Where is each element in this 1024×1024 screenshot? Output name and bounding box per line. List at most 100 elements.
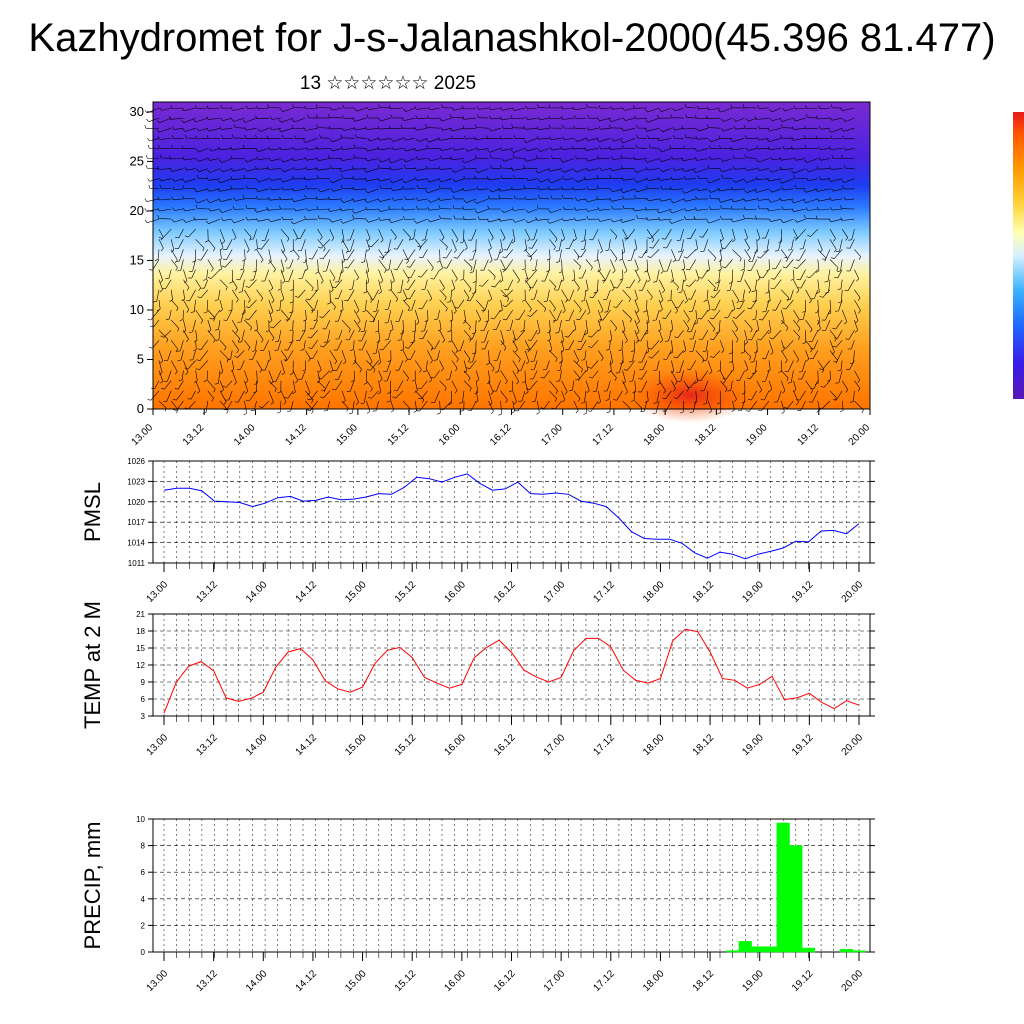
precip-bar <box>763 946 778 953</box>
precip-y-axis-label: PRECIP, mm <box>80 822 105 950</box>
cross-section-y-axis: 0 5 10 15 20 25 30 <box>130 104 153 416</box>
x-tick-label: 14.00 <box>244 968 270 994</box>
y-tick-label: 1023 <box>127 477 145 486</box>
x-tick-label: 20.00 <box>847 422 873 448</box>
x-tick-label: 13.12 <box>194 732 220 758</box>
x-tick-label: 20.00 <box>840 732 866 758</box>
precip-bar <box>726 950 740 953</box>
y-tick-label: 21 <box>136 610 145 619</box>
x-tick-label: 16.00 <box>437 422 463 448</box>
x-tick-label: 15.00 <box>335 422 361 448</box>
x-tick-label: 16.12 <box>488 422 514 448</box>
temp-y-axis-label: TEMP at 2 M <box>80 601 105 729</box>
y-tick-label: 15 <box>136 644 145 653</box>
precip-frame <box>152 818 871 953</box>
pmsl-series-line <box>163 473 860 560</box>
y-tick-label: 0 <box>137 401 144 416</box>
x-tick-label: 16.12 <box>492 968 518 994</box>
x-tick-label: 18.00 <box>641 579 667 605</box>
x-tick-label: 19.12 <box>790 579 816 605</box>
cross-section-x-axis: 13.00 13.12 14.00 14.12 15.00 15.12 16.00 16.12… <box>130 409 873 448</box>
y-tick-label: 0 <box>141 948 146 957</box>
y-tick-label: 10 <box>130 302 144 317</box>
x-tick-label: 19.12 <box>790 732 816 758</box>
x-tick-label: 15.12 <box>393 732 419 758</box>
x-tick-label: 17.12 <box>591 422 617 448</box>
colorbar <box>1013 112 1024 399</box>
x-tick-label: 14.12 <box>294 732 320 758</box>
cross-section-panel: 0 5 10 15 20 25 30 13.00 13.12 14.00 14.12 15.00 15… <box>130 101 873 448</box>
x-tick-label: 13.12 <box>194 968 220 994</box>
temp-panel: 3 6 9 12 15 18 21 13.00 13.12 14.00 14.12 15.00 15.1… <box>80 601 875 758</box>
y-tick-label: 20 <box>130 203 144 218</box>
y-tick-label: 1014 <box>127 539 145 548</box>
x-tick-label: 13.00 <box>130 422 156 448</box>
y-tick-label: 1020 <box>127 498 145 507</box>
x-tick-label: 13.12 <box>194 579 220 605</box>
x-tick-label: 16.00 <box>443 579 469 605</box>
y-tick-label: 6 <box>141 868 146 877</box>
y-tick-label: 8 <box>141 842 146 851</box>
x-tick-label: 16.12 <box>492 732 518 758</box>
y-tick-label: 15 <box>130 252 144 267</box>
x-tick-label: 14.00 <box>244 732 270 758</box>
x-tick-label: 19.12 <box>790 968 816 994</box>
x-tick-label: 13.00 <box>145 968 171 994</box>
y-tick-label: 1011 <box>128 559 146 568</box>
y-tick-label: 4 <box>141 895 146 904</box>
precip-bar <box>789 845 803 953</box>
precip-bar <box>839 949 853 953</box>
x-tick-label: 18.12 <box>691 968 717 994</box>
x-tick-label: 15.00 <box>343 968 369 994</box>
x-tick-label: 17.00 <box>539 422 565 448</box>
precip-bar <box>751 946 765 953</box>
x-tick-label: 20.00 <box>840 968 866 994</box>
y-tick-label: 5 <box>137 351 144 366</box>
x-tick-label: 15.12 <box>393 968 419 994</box>
precip-bar <box>852 950 866 953</box>
y-tick-label: 1026 <box>127 457 145 466</box>
x-tick-label: 15.12 <box>393 579 419 605</box>
x-tick-label: 18.00 <box>641 732 667 758</box>
x-tick-label: 13.00 <box>145 579 171 605</box>
y-tick-label: 25 <box>130 153 144 168</box>
x-tick-label: 18.12 <box>693 422 719 448</box>
x-tick-label: 18.00 <box>641 968 667 994</box>
x-tick-label: 19.00 <box>740 968 766 994</box>
y-tick-label: 30 <box>130 104 144 119</box>
y-tick-label: 18 <box>136 627 145 636</box>
x-tick-label: 19.00 <box>744 422 770 448</box>
precip-bar <box>801 947 816 953</box>
chart-title: Kazhydromet for J-s-Jalanashkol-2000(45.… <box>28 16 996 60</box>
x-tick-label: 15.12 <box>386 422 412 448</box>
x-tick-label: 19.00 <box>740 579 766 605</box>
x-tick-label: 17.12 <box>591 732 617 758</box>
x-tick-label: 13.12 <box>181 422 207 448</box>
x-tick-label: 14.00 <box>244 579 270 605</box>
pmsl-y-axis-label: PMSL <box>80 482 105 542</box>
y-tick-label: 9 <box>141 678 146 687</box>
x-tick-label: 16.00 <box>443 732 469 758</box>
pmsl-frame <box>152 460 871 564</box>
x-tick-label: 17.00 <box>542 579 568 605</box>
x-tick-label: 20.00 <box>840 579 866 605</box>
y-tick-label: 1017 <box>127 518 145 527</box>
chart-subtitle: 13 ☆☆☆☆☆☆ 2025 <box>299 73 477 94</box>
x-tick-label: 16.12 <box>492 579 518 605</box>
pmsl-panel: 1011 1014 1017 1020 1023 1026 13.00 13.12 14.00 1… <box>80 457 875 605</box>
precip-bar <box>776 822 790 953</box>
x-tick-label: 14.12 <box>294 579 320 605</box>
x-tick-label: 16.00 <box>443 968 469 994</box>
x-tick-label: 19.12 <box>795 422 821 448</box>
x-tick-label: 18.12 <box>691 732 717 758</box>
x-tick-label: 17.00 <box>542 732 568 758</box>
x-tick-label: 14.00 <box>232 422 258 448</box>
x-tick-label: 15.00 <box>343 732 369 758</box>
y-tick-label: 6 <box>141 695 146 704</box>
x-tick-label: 14.12 <box>283 422 309 448</box>
x-tick-label: 17.12 <box>591 579 617 605</box>
x-tick-label: 19.00 <box>740 732 766 758</box>
precip-panel: 0 2 4 6 8 10 13.00 13.12 14.00 14.12 15.00 15.12 16.… <box>80 815 875 994</box>
temp-series-line <box>163 628 860 714</box>
